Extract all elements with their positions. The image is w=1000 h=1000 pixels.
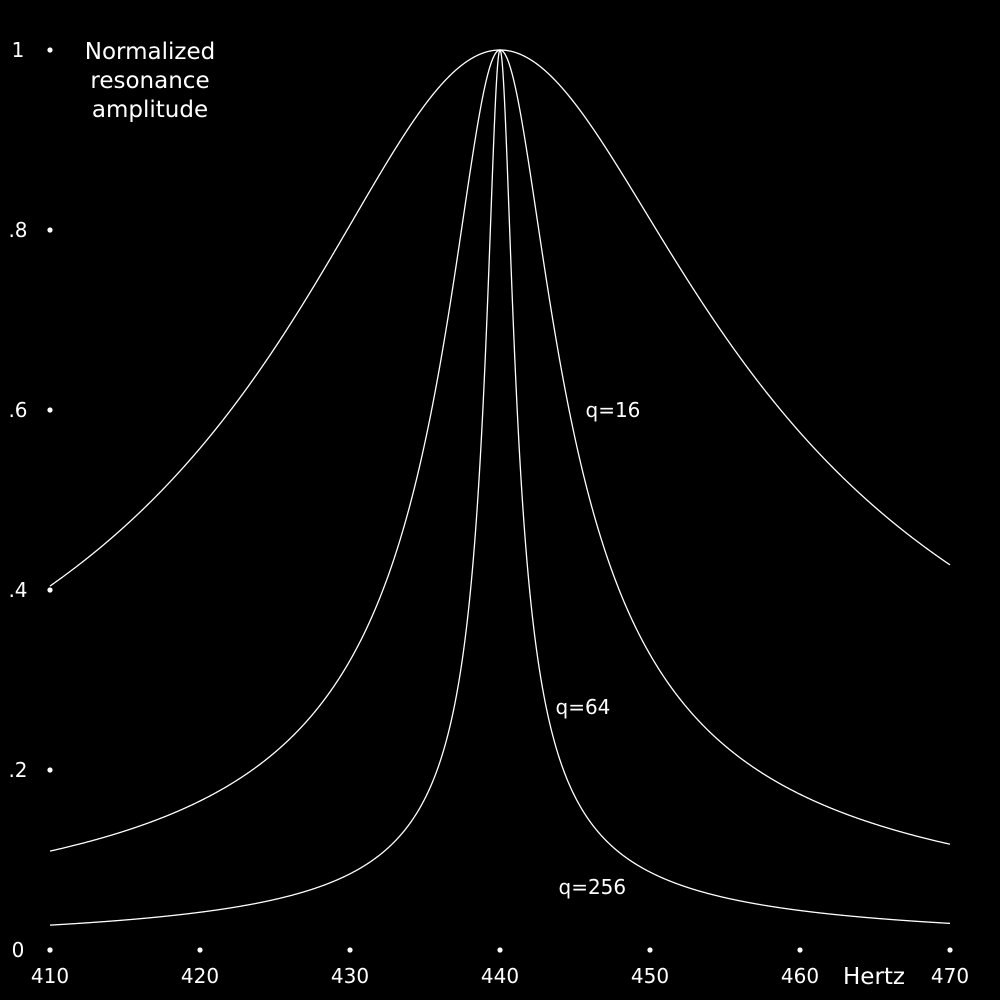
x-tick-label: 420 [181, 964, 219, 988]
x-tick-label: 410 [31, 964, 69, 988]
series-line-q64 [49, 49, 951, 852]
x-tick-dot [647, 947, 653, 953]
y-tick-dot [47, 767, 53, 773]
y-tick-dot [47, 407, 53, 413]
x-tick-label: 430 [331, 964, 369, 988]
x-tick-dot [947, 947, 953, 953]
series-labels: q=16 q=64 q=256 [556, 398, 641, 899]
x-tick-label: 470 [931, 964, 969, 988]
x-axis-ticks: 410 420 430 440 450 460 470 [31, 947, 969, 988]
series-label-q16: q=16 [586, 398, 641, 422]
y-tick-label: .4 [8, 578, 27, 602]
y-tick-dot [47, 47, 53, 53]
y-tick-label: 1 [12, 38, 25, 62]
y-axis-title-line: resonance [90, 68, 209, 94]
y-tick-dot [47, 587, 53, 593]
x-tick-dot [347, 947, 353, 953]
series-line-q16 [49, 49, 951, 587]
y-tick-label: .6 [8, 398, 27, 422]
x-tick-label: 450 [631, 964, 669, 988]
series-label-q256: q=256 [559, 875, 627, 899]
y-tick-dot [47, 227, 53, 233]
y-tick-label: 0 [12, 938, 25, 962]
x-tick-label: 460 [781, 964, 819, 988]
y-axis-title-line: Normalized [85, 39, 215, 65]
y-axis-title: Normalized resonance amplitude [85, 39, 215, 123]
series-label-q64: q=64 [556, 695, 611, 719]
x-tick-label: 440 [481, 964, 519, 988]
x-tick-dot [797, 947, 803, 953]
x-tick-dot [497, 947, 503, 953]
y-tick-label: .2 [8, 758, 27, 782]
x-axis-title: Hertz [843, 964, 905, 990]
series-line-q256 [49, 48, 951, 926]
resonance-curves [49, 48, 951, 926]
y-tick-label: .8 [8, 218, 27, 242]
x-tick-dot [197, 947, 203, 953]
x-tick-dot [47, 947, 53, 953]
y-axis-title-line: amplitude [92, 97, 208, 123]
y-axis-ticks: 0 .2 .4 .6 .8 1 [8, 38, 53, 962]
